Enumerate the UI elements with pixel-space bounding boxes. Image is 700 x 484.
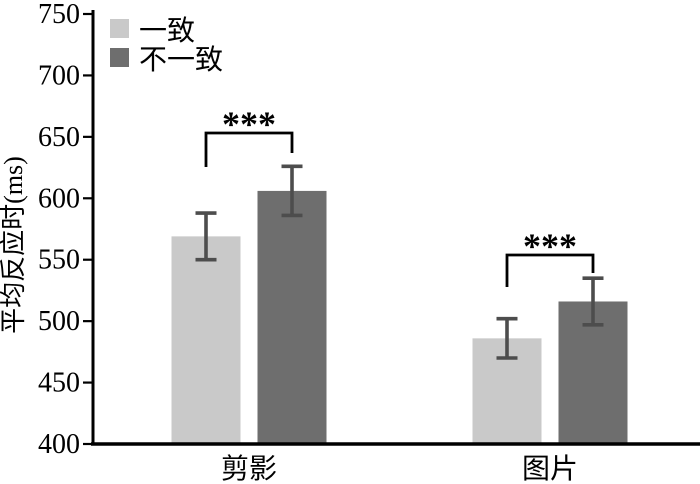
significance-layer: *** *** (204, 104, 595, 287)
legend-label-1: 一致 (139, 15, 195, 47)
x-category-label-1: 剪影 (221, 453, 277, 484)
x-category-label-2: 图片 (522, 453, 578, 484)
bar-group1-series2 (257, 190, 327, 444)
error-bar-group2-series2 (582, 276, 604, 327)
y-tick-label-550: 550 (38, 245, 80, 276)
y-tick-label-600: 600 (38, 183, 80, 214)
bar-group1-series1 (171, 236, 241, 444)
significance-stars-group1: *** (222, 104, 276, 144)
significance-bracket-group1 (204, 131, 294, 167)
y-tick-label-650: 650 (38, 122, 80, 153)
y-tick-label-500: 500 (38, 306, 80, 337)
legend-swatch-1 (110, 19, 129, 38)
error-bar-group1-series2 (281, 164, 303, 218)
axes-layer: 剪影 图片 400 450 500 550 600 650 700 750 (38, 0, 700, 484)
error-bar-group1-series1 (195, 211, 217, 262)
legend-swatch-2 (110, 48, 129, 67)
y-tick-label-450: 450 (38, 368, 80, 399)
significance-stars-group2: *** (523, 226, 577, 266)
y-tick-label-400: 400 (38, 429, 80, 460)
error-bar-group2-series1 (496, 316, 518, 360)
significance-bracket-group2 (505, 253, 595, 287)
y-tick-label-750: 750 (38, 0, 80, 30)
error-bars-layer (195, 164, 604, 360)
legend-label-2: 不一致 (139, 44, 223, 76)
y-axis-title: 平均反应时(ms) (0, 156, 28, 334)
y-tick-label-700: 700 (38, 60, 80, 91)
